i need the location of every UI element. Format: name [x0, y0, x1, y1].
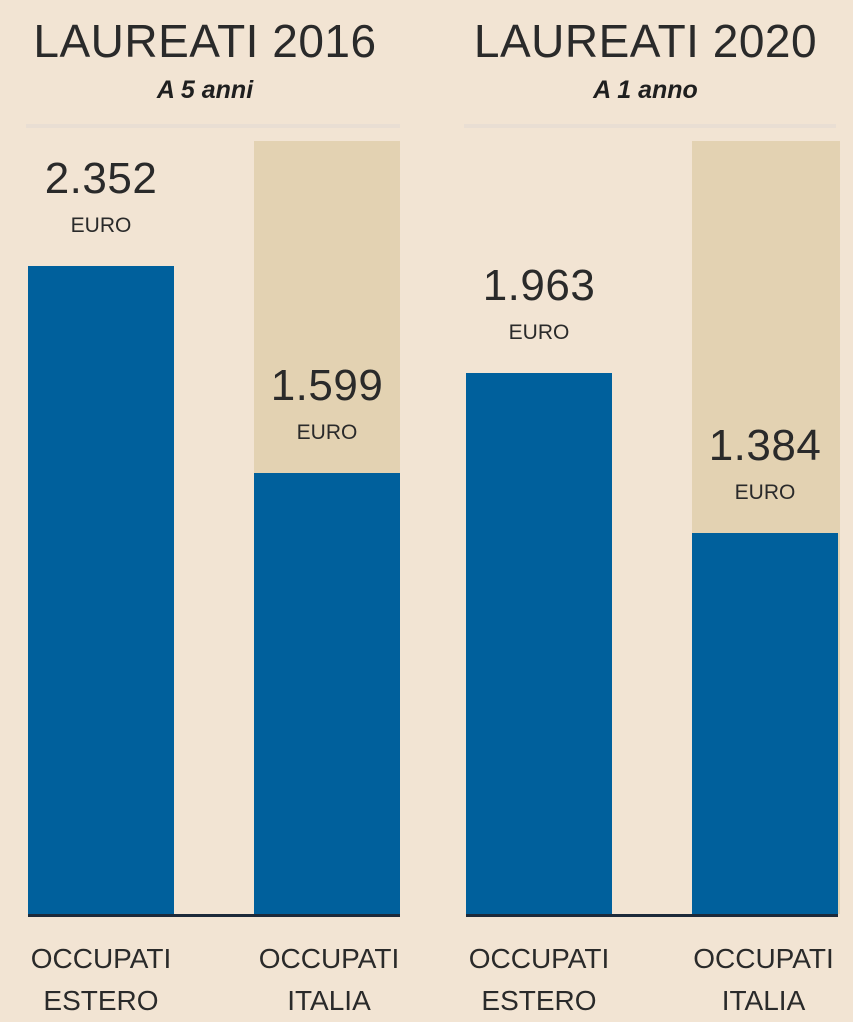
category-label-line: ESTERO [43, 985, 159, 1016]
category-label-line: ESTERO [481, 985, 597, 1016]
panel-divider [464, 124, 836, 128]
chart-title: LAUREATI 2020 [473, 15, 818, 67]
category-label: OCCUPATI ITALIA [234, 938, 424, 1022]
chart-panel-2020: LAUREATI 2020 A 1 anno 1.963 EURO 1.384 … [438, 0, 853, 1016]
bar [28, 266, 174, 914]
data-label-unit: EURO [70, 214, 132, 238]
data-label-unit: EURO [296, 421, 358, 445]
baseline [28, 914, 400, 917]
category-label-line: ITALIA [287, 985, 371, 1016]
data-label-unit: EURO [508, 321, 570, 345]
bar [692, 532, 838, 914]
data-label-unit: EURO [734, 480, 796, 504]
baseline [466, 914, 838, 917]
category-label-line: OCCUPATI [258, 943, 400, 974]
data-label-value: 1.384 [708, 420, 822, 470]
category-label: OCCUPATI ESTERO [448, 938, 630, 1022]
data-label-value: 1.599 [270, 361, 384, 411]
category-label-line: OCCUPATI [30, 943, 172, 974]
category-label-line: OCCUPATI [468, 943, 610, 974]
category-label: OCCUPATI ITALIA [674, 938, 853, 1022]
chart-subtitle: A 5 anni [156, 76, 254, 104]
category-label-line: OCCUPATI [693, 943, 834, 974]
data-label-value: 1.963 [482, 261, 596, 311]
panel-divider [26, 124, 400, 128]
chart-subtitle: A 1 anno [593, 76, 698, 104]
data-label-value: 2.352 [44, 154, 158, 204]
bar [254, 473, 400, 914]
bar [466, 373, 612, 914]
chart-title: LAUREATI 2016 [33, 15, 377, 67]
category-label-line: ITALIA [721, 985, 806, 1016]
chart-panel-2016: LAUREATI 2016 A 5 anni 2.352 EURO 1.599 … [26, 15, 400, 1016]
category-label: OCCUPATI ESTERO [10, 938, 192, 1022]
